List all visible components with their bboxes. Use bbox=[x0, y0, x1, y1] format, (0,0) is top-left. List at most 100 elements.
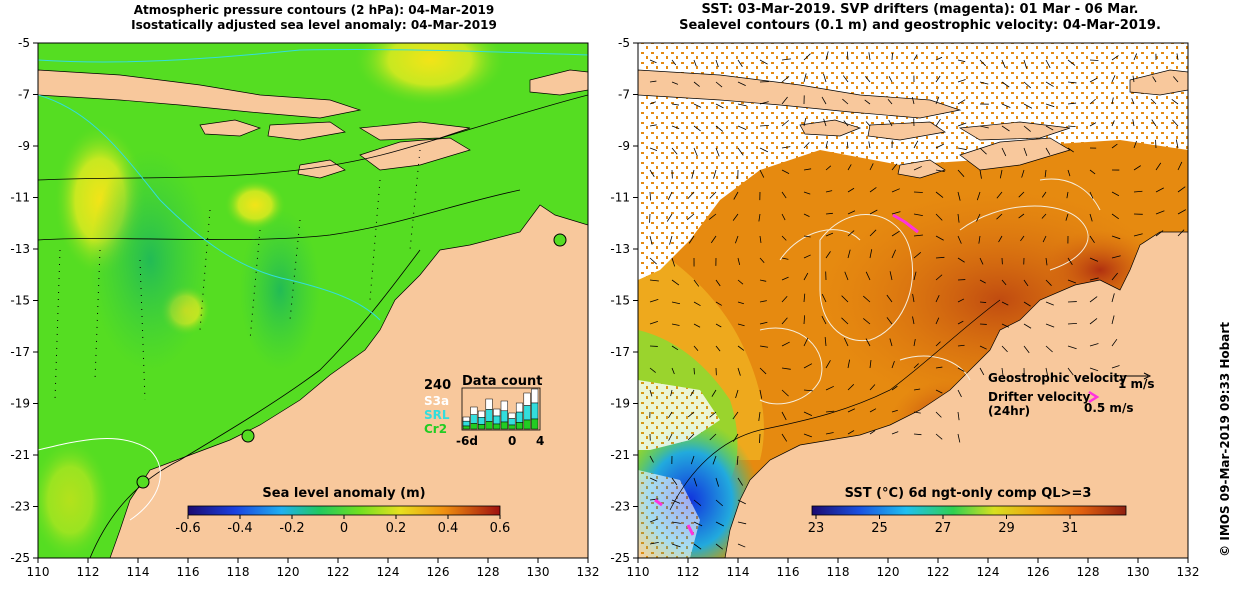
velocity-arrow bbox=[733, 433, 739, 442]
y-tick-label: -17 bbox=[610, 345, 630, 359]
drifter-label: Drifter velocity bbox=[988, 390, 1090, 404]
velocity-arrow bbox=[715, 59, 719, 68]
drifter-track-2 bbox=[654, 498, 663, 507]
velocity-arrow bbox=[843, 337, 849, 347]
velocity-arrow bbox=[1023, 279, 1029, 287]
left-map bbox=[38, 43, 588, 558]
sst-java-bali bbox=[638, 69, 962, 119]
velocity-arrow bbox=[781, 367, 791, 370]
left-axes: 110 112 114 116 118 120 122 124 126 128 130 132 -5 -7… bbox=[10, 36, 599, 579]
velocity-arrow bbox=[957, 367, 965, 372]
velocity-arrow bbox=[847, 249, 851, 259]
velocity-arrow bbox=[1132, 75, 1135, 83]
velocity-arrow bbox=[666, 213, 673, 222]
velocity-arrow bbox=[732, 213, 739, 221]
velocity-arrow bbox=[1089, 213, 1093, 222]
velocity-arrow bbox=[693, 323, 701, 328]
velocity-arrow bbox=[1133, 140, 1137, 149]
x-tick-label: 114 bbox=[127, 565, 150, 579]
velocity-arrow bbox=[803, 337, 809, 347]
velocity-arrow bbox=[935, 274, 943, 281]
x-tick-label: 114 bbox=[727, 565, 750, 579]
velocity-arrow bbox=[737, 147, 744, 156]
velocity-arrow bbox=[863, 295, 871, 303]
velocity-arrow bbox=[693, 301, 701, 307]
velocity-arrow bbox=[935, 169, 945, 173]
velocity-arrow bbox=[781, 411, 787, 421]
velocity-arrow bbox=[957, 169, 965, 177]
velocity-arrow bbox=[1089, 77, 1098, 83]
velocity-arrow bbox=[759, 300, 767, 303]
velocity-arrow bbox=[668, 433, 673, 441]
velocity-arrow bbox=[979, 125, 989, 129]
velocity-arrow bbox=[821, 96, 827, 105]
velocity-arrow bbox=[869, 430, 876, 435]
velocity-arrow bbox=[1111, 255, 1121, 259]
credit-text: © IMOS 09-Mar-2019 09:33 Hobart bbox=[1218, 322, 1232, 557]
data-count-max: 240 bbox=[424, 378, 451, 393]
velocity-arrow bbox=[957, 79, 966, 83]
velocity-arrow bbox=[715, 345, 721, 352]
velocity-arrow bbox=[889, 338, 893, 347]
velocity-arrow bbox=[1111, 315, 1115, 325]
velocity-arrow bbox=[957, 320, 964, 325]
velocity-arrow bbox=[1045, 367, 1049, 377]
velocity-arrow bbox=[1089, 257, 1099, 262]
velocity-arrow bbox=[1089, 98, 1096, 105]
velocity-arrow bbox=[912, 316, 915, 325]
sat-cr2: Cr2 bbox=[424, 422, 447, 436]
velocity-arrow bbox=[1001, 81, 1010, 88]
velocity-arrow bbox=[891, 431, 899, 435]
velocity-arrow bbox=[935, 317, 940, 325]
velocity-arrow bbox=[1175, 139, 1179, 149]
velocity-arrow bbox=[803, 53, 811, 61]
velocity-arrow bbox=[649, 299, 659, 303]
velocity-arrow bbox=[891, 52, 893, 61]
velocity-arrow bbox=[869, 229, 877, 237]
data-count-bar-s3a bbox=[500, 400, 508, 412]
velocity-arrow bbox=[913, 234, 923, 237]
right-map bbox=[638, 43, 1188, 558]
velocity-arrow bbox=[715, 323, 722, 328]
velocity-arrow bbox=[999, 169, 1003, 179]
velocity-arrow bbox=[781, 276, 789, 281]
velocity-arrow bbox=[759, 147, 769, 153]
velocity-arrow bbox=[842, 98, 849, 105]
y-tick-label: -15 bbox=[610, 294, 630, 308]
velocity-arrow bbox=[715, 301, 722, 306]
velocity-arrow bbox=[737, 367, 741, 376]
velocity-arrow bbox=[1172, 119, 1179, 127]
velocity-arrow bbox=[913, 271, 917, 281]
velocity-arrow bbox=[869, 384, 876, 391]
velocity-arrow bbox=[847, 187, 855, 193]
velocity-arrow bbox=[671, 125, 680, 129]
velocity-arrow bbox=[715, 477, 720, 487]
sst-australia-land bbox=[724, 231, 1188, 558]
velocity-arrow bbox=[669, 235, 673, 245]
velocity-arrow bbox=[1111, 191, 1120, 197]
velocity-arrow bbox=[737, 103, 747, 107]
velocity-arrow bbox=[737, 543, 746, 548]
island-timor bbox=[359, 137, 471, 171]
data-count-bar-s3a bbox=[470, 406, 478, 415]
data-count-bar-cr2 bbox=[470, 423, 478, 430]
x-tick-label: 132 bbox=[1177, 565, 1200, 579]
velocity-arrow bbox=[825, 385, 834, 391]
velocity-arrow bbox=[865, 76, 871, 83]
velocity-arrow bbox=[691, 169, 695, 179]
velocity-arrow bbox=[1067, 81, 1077, 84]
velocity-arrow bbox=[1041, 213, 1047, 219]
y-tick-label: -21 bbox=[610, 448, 630, 462]
island-lombok bbox=[199, 119, 262, 137]
velocity-arrow bbox=[737, 301, 745, 305]
x-tick-label: 110 bbox=[27, 565, 50, 579]
y-tick-label: -13 bbox=[610, 242, 630, 256]
velocity-arrow bbox=[847, 164, 852, 171]
velocity-arrow bbox=[758, 213, 761, 222]
velocity-arrow bbox=[649, 80, 657, 83]
dc-tick-0: 0 bbox=[508, 434, 516, 448]
sst-colorbar-label: SST (°C) 6d ngt-only comp QL>=3 bbox=[845, 486, 1092, 501]
velocity-arrow bbox=[957, 411, 960, 421]
velocity-arrow bbox=[715, 543, 723, 550]
velocity-arrow bbox=[737, 477, 744, 486]
